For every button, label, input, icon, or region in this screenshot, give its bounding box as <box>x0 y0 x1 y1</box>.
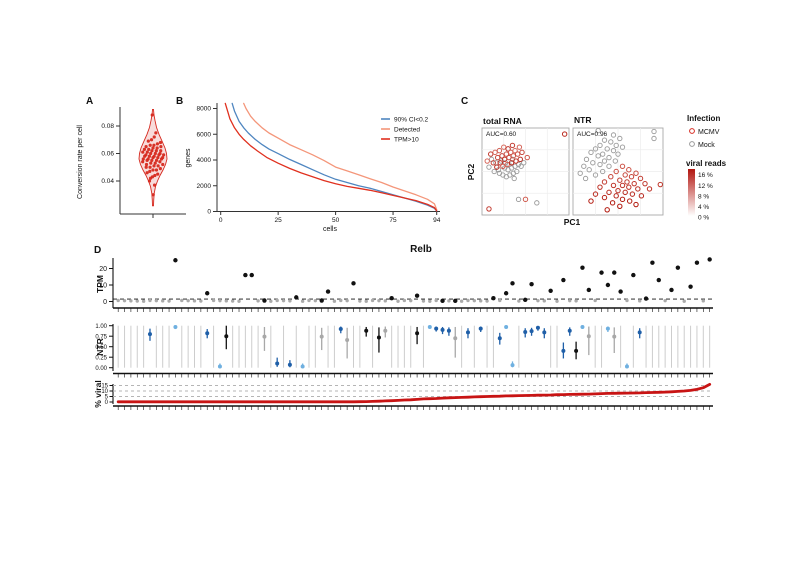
infection-legend-mcmv: MCMV <box>698 129 720 136</box>
colorbar-gradient <box>688 169 695 216</box>
panel-a-y-axis-label: Conversion rate per cell <box>77 125 84 199</box>
panel-c-label: C <box>461 96 468 107</box>
colorbar-tick-4: 4 % <box>698 204 709 211</box>
panel-b-legend: 90% CI<0.2 Detected TPM>10 <box>381 117 429 144</box>
colorbar-tick-12: 12 % <box>698 183 713 190</box>
colorbar-tick-0: 0 % <box>698 215 709 222</box>
colorbar-title: viral reads <box>686 159 727 168</box>
svg-text:2000: 2000 <box>197 183 212 190</box>
panel-a-violin-plot: 0.08 0.06 0.04 <box>101 107 186 218</box>
panel-c-subplot1-auc: AUC=0.60 <box>486 131 517 138</box>
svg-text:0.00: 0.00 <box>95 366 107 372</box>
svg-text:4000: 4000 <box>197 157 212 164</box>
svg-text:0: 0 <box>103 299 107 306</box>
viral-track-label: % viral <box>93 380 103 407</box>
infection-legend-mock: Mock <box>698 142 715 149</box>
svg-text:6000: 6000 <box>197 131 212 138</box>
panel-c-subplot2-title: NTR <box>574 115 591 125</box>
svg-text:8000: 8000 <box>197 106 212 113</box>
svg-text:25: 25 <box>275 217 283 224</box>
tpm-track-label: TPM <box>95 275 105 293</box>
panel-c-subplot1-title: total RNA <box>483 116 522 126</box>
legend-label-tpm: TPM>10 <box>394 137 419 144</box>
panel-a-label: A <box>86 96 93 107</box>
panel-c-scatter-plots <box>481 127 664 216</box>
panel-c-colorbar: viral reads 16 % 12 % 8 % 4 % 0 % <box>686 159 727 222</box>
svg-text:0.50: 0.50 <box>95 345 107 351</box>
svg-text:0.75: 0.75 <box>95 334 107 340</box>
svg-text:0.06: 0.06 <box>101 151 114 158</box>
svg-text:1.00: 1.00 <box>95 324 107 330</box>
ntr-track-label: NTR <box>95 338 105 355</box>
legend-label-detected: Detected <box>394 127 420 134</box>
svg-text:0.04: 0.04 <box>101 178 114 185</box>
svg-text:10: 10 <box>101 389 108 395</box>
panel-c-subplot2-auc: AUC=0.96 <box>577 131 608 138</box>
panel-c-y-axis-label: PC2 <box>466 163 476 180</box>
svg-text:0: 0 <box>207 209 211 216</box>
panel-c-x-axis-label: PC1 <box>564 217 581 227</box>
panel-b-x-axis-label: cells <box>323 226 338 233</box>
panel-d-gene-title: Relb <box>410 244 432 255</box>
svg-text:0.25: 0.25 <box>95 355 107 361</box>
panel-b-label: B <box>176 96 183 107</box>
panel-b-line-plot: 0 2000 4000 6000 8000 0 25 50 75 94 <box>197 102 441 224</box>
svg-text:5: 5 <box>105 395 109 401</box>
svg-text:94: 94 <box>433 217 441 224</box>
svg-text:20: 20 <box>99 266 107 273</box>
svg-text:0.08: 0.08 <box>101 123 114 130</box>
colorbar-tick-16: 16 % <box>698 172 713 179</box>
panel-d-label: D <box>94 245 101 256</box>
svg-text:10: 10 <box>99 282 107 289</box>
infection-legend-title: Infection <box>687 114 720 123</box>
svg-text:0: 0 <box>219 217 223 224</box>
panel-b-y-axis-label: genes <box>185 148 192 168</box>
legend-label-ci: 90% CI<0.2 <box>394 117 429 124</box>
svg-text:75: 75 <box>389 217 397 224</box>
mcmv-marker-icon <box>689 128 695 134</box>
svg-text:15: 15 <box>101 384 108 390</box>
svg-text:50: 50 <box>332 217 340 224</box>
panel-c-infection-legend: Infection MCMV Mock <box>687 114 720 149</box>
colorbar-tick-8: 8 % <box>698 194 709 201</box>
mock-marker-icon <box>689 141 695 147</box>
svg-text:0: 0 <box>105 400 109 406</box>
